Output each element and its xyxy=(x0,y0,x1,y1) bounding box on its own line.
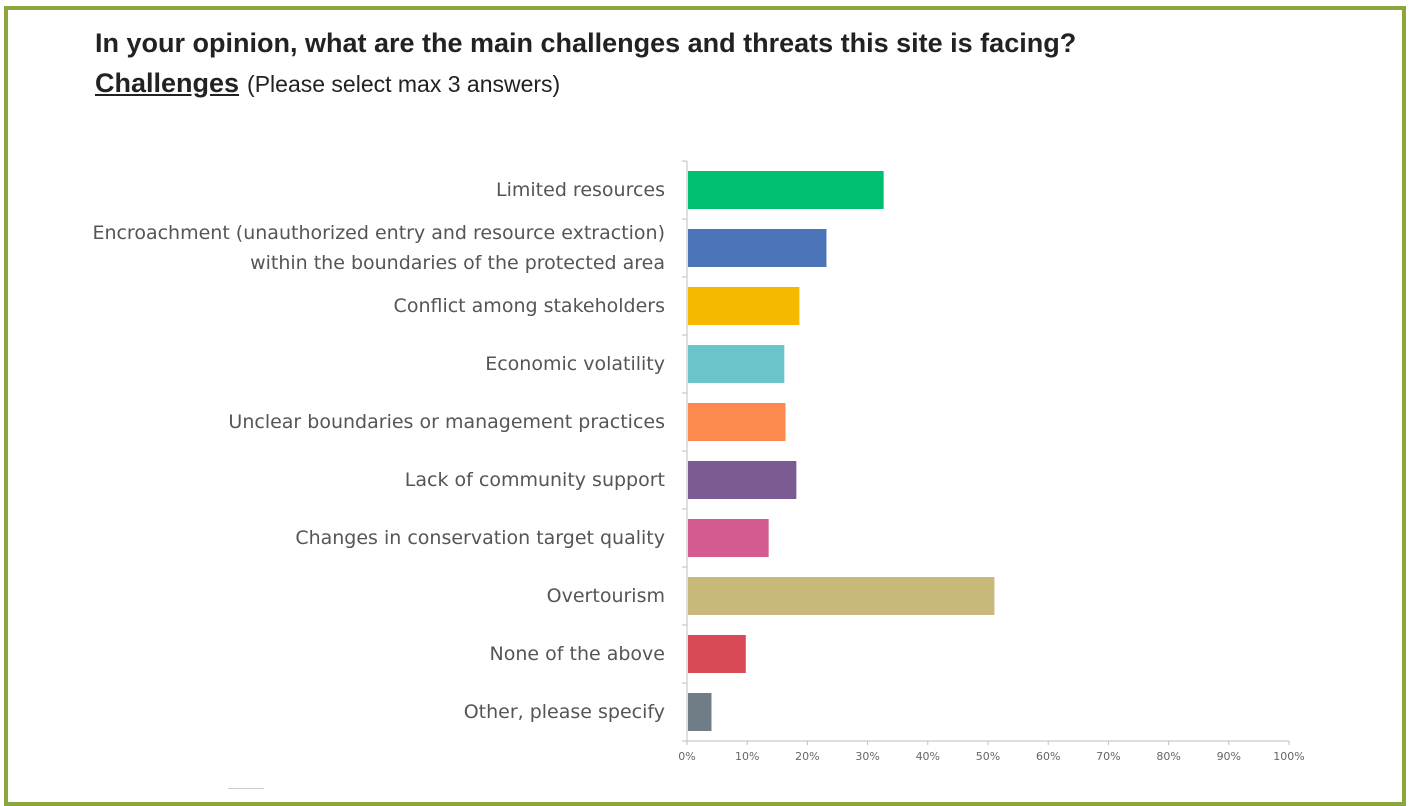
bar xyxy=(688,461,797,499)
bar xyxy=(688,635,746,673)
bar xyxy=(688,229,827,267)
bar xyxy=(688,577,995,615)
x-tick-label: 20% xyxy=(795,750,819,763)
x-tick-label: 70% xyxy=(1096,750,1120,763)
bar xyxy=(688,171,884,209)
bar xyxy=(688,693,712,731)
subtitle-line: Challenges (Please select max 3 answers) xyxy=(95,68,560,99)
bar xyxy=(688,287,800,325)
instruction-text: (Please select max 3 answers) xyxy=(247,71,561,97)
category-label: Economic volatility xyxy=(485,353,665,375)
bar xyxy=(688,345,785,383)
category-label: Limited resources xyxy=(496,179,665,201)
x-tick-label: 60% xyxy=(1036,750,1060,763)
footer-rule xyxy=(228,788,264,789)
x-tick-label: 90% xyxy=(1217,750,1241,763)
x-tick-label: 30% xyxy=(855,750,879,763)
x-tick-label: 80% xyxy=(1156,750,1180,763)
x-tick-label: 50% xyxy=(976,750,1000,763)
bar xyxy=(688,519,769,557)
section-heading: Challenges xyxy=(95,68,240,98)
x-tick-label: 100% xyxy=(1273,750,1304,763)
question-title: In your opinion, what are the main chall… xyxy=(95,28,1077,58)
x-tick-label: 10% xyxy=(735,750,759,763)
x-tick-label: 0% xyxy=(678,750,695,763)
category-label: Other, please specify xyxy=(464,701,665,723)
category-label: Encroachment (unauthorized entry and res… xyxy=(92,222,665,244)
category-label: within the boundaries of the protected a… xyxy=(250,252,665,274)
x-tick-label: 40% xyxy=(916,750,940,763)
category-label: Changes in conservation target quality xyxy=(295,527,665,549)
category-label: Unclear boundaries or management practic… xyxy=(228,411,665,433)
category-label: Lack of community support xyxy=(405,469,665,491)
category-label: Conflict among stakeholders xyxy=(394,295,665,317)
category-label: Overtourism xyxy=(547,585,665,607)
category-label: None of the above xyxy=(490,643,665,665)
bar xyxy=(688,403,786,441)
